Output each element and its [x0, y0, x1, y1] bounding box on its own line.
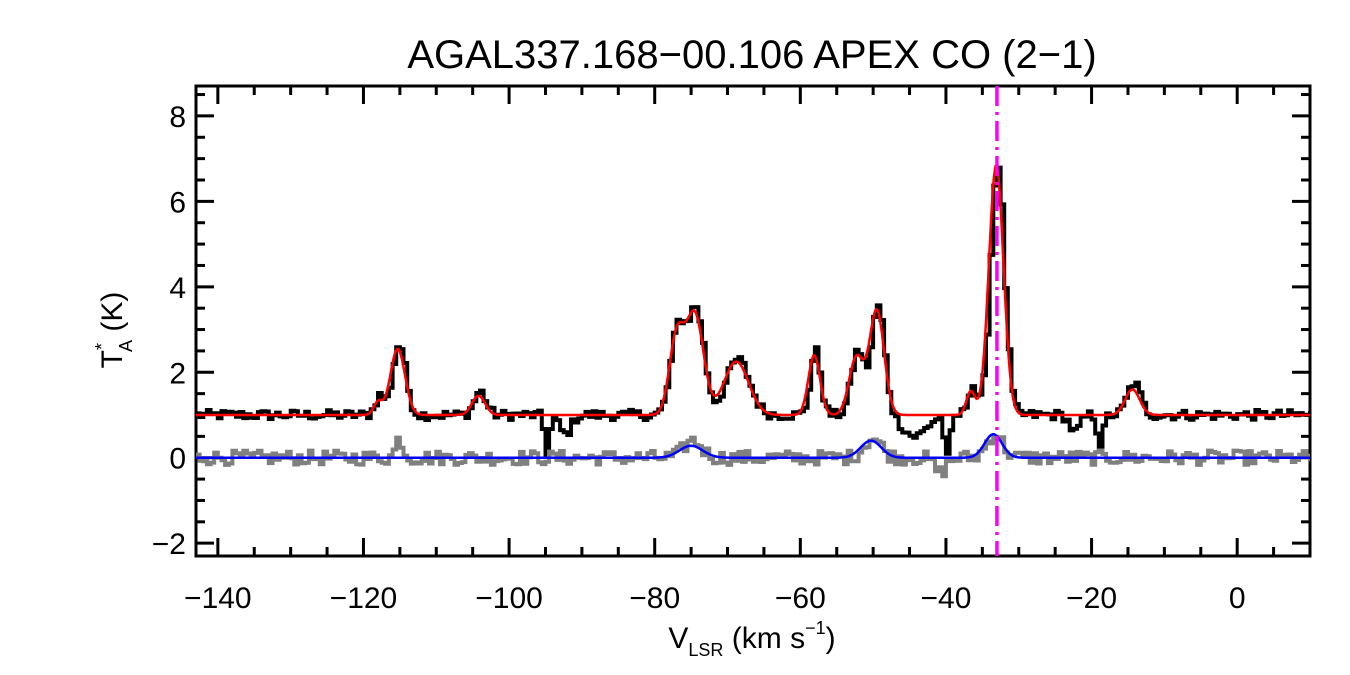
x-label-unit: (km s: [723, 622, 805, 655]
series-line-0: [196, 165, 1310, 459]
y-label-unit: (K): [96, 292, 129, 340]
y-axis-label: T* A (K): [92, 292, 136, 369]
x-tick-label: −140: [184, 582, 252, 615]
x-label-sub: LSR: [688, 640, 723, 660]
x-tick-label: −40: [921, 582, 972, 615]
x-tick-label: 0: [1229, 582, 1246, 615]
y-label-main: T: [96, 350, 129, 368]
y-tick-label: −2: [152, 528, 186, 561]
x-tick-label: −20: [1066, 582, 1117, 615]
y-tick-label: 6: [169, 186, 186, 219]
y-tick-label: 0: [169, 443, 186, 476]
y-tick-label: 2: [169, 357, 186, 390]
series-line-1: [196, 165, 1310, 417]
y-label-sup: *: [92, 343, 112, 350]
x-label-close: ): [826, 622, 836, 655]
series-group: [196, 165, 1310, 479]
x-tick-label: −80: [629, 582, 680, 615]
plot-area: [194, 84, 1312, 558]
x-tick-label: −60: [775, 582, 826, 615]
series-line-2: [196, 434, 1310, 479]
y-tick-label: 8: [169, 101, 186, 134]
x-axis-label: VLSR (km s−1): [668, 618, 835, 660]
x-label-sup: −1: [805, 618, 826, 638]
plot-frame: [194, 84, 1312, 558]
series-line-3: [196, 433, 1310, 459]
y-label-sub: A: [116, 340, 136, 352]
y-tick-label: 4: [169, 272, 186, 305]
chart-title: AGAL337.168−00.106 APEX CO (2−1): [407, 33, 1096, 77]
x-label-main: V: [668, 622, 688, 655]
x-tick-label: −120: [330, 582, 398, 615]
x-tick-label: −100: [475, 582, 543, 615]
